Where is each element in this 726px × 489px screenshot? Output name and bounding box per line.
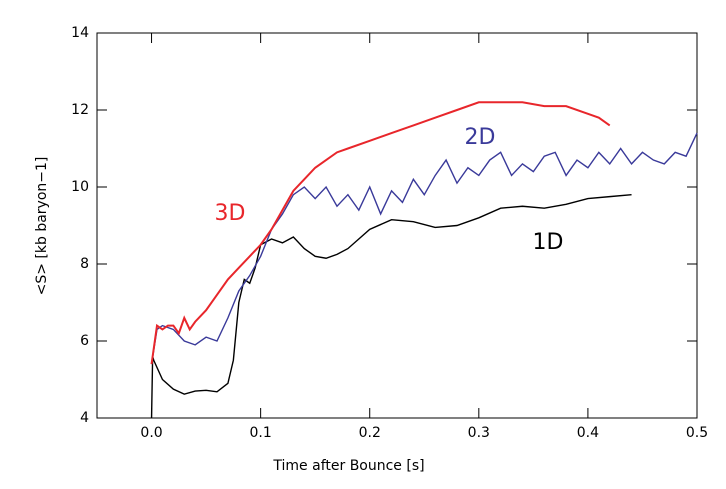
x-tick-label: 0.4 [577, 425, 599, 441]
series-label: 3D [215, 201, 246, 226]
y-tick-label: 10 [71, 179, 89, 195]
x-tick-label: 0.5 [686, 425, 708, 441]
series-label: 2D [465, 125, 496, 150]
y-tick-label: 14 [71, 25, 89, 41]
series-label: 1D [533, 230, 564, 255]
y-tick-label: 6 [80, 333, 89, 349]
y-tick-label: 4 [80, 410, 89, 426]
x-axis-label: Time after Bounce [s] [272, 458, 424, 474]
series-line [150, 194, 632, 419]
x-tick-label: 0.3 [468, 425, 490, 441]
series-line [150, 132, 698, 365]
series-line [150, 101, 611, 365]
x-tick-label: 0.0 [140, 425, 162, 441]
plot-frame [96, 32, 698, 419]
y-tick-label: 8 [80, 256, 89, 272]
y-tick-label: 12 [71, 102, 89, 118]
x-tick-label: 0.1 [250, 425, 272, 441]
x-tick-label: 0.2 [359, 425, 381, 441]
y-axis-label: <S> [kb baryon−1] [34, 157, 50, 296]
